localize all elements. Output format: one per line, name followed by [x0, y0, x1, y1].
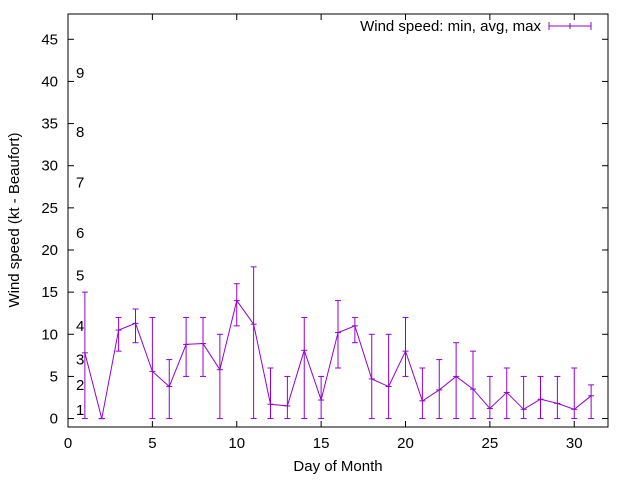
legend-label: Wind speed: min, avg, max: [360, 18, 541, 35]
x-tick-label: 10: [228, 435, 245, 452]
beaufort-label: 9: [76, 65, 84, 82]
plot-frame: [67, 13, 609, 428]
beaufort-label: 6: [76, 225, 84, 242]
x-tick-label: 25: [482, 435, 499, 452]
beaufort-scale-labels: 1 2 3 4 5 6 7 8 9: [76, 65, 84, 419]
axis-ticks: [67, 14, 608, 427]
x-tick-label: 5: [148, 435, 156, 452]
x-axis-label: Day of Month: [293, 458, 382, 475]
x-tick-label: 15: [313, 435, 330, 452]
y-tick-label: 15: [41, 284, 58, 301]
y-tick-label: 0: [50, 411, 58, 428]
y-tick-label: 30: [41, 158, 58, 175]
y-tick-label: 20: [41, 242, 58, 259]
y-tick-label: 45: [41, 31, 58, 48]
y-axis-label: Wind speed (kt - Beaufort): [6, 132, 23, 307]
x-tick-label: 0: [64, 435, 72, 452]
series-layer: [81, 266, 595, 420]
y-tick-label: 5: [50, 368, 58, 385]
legend: Wind speed: min, avg, max: [360, 18, 592, 35]
y-tick-label: 10: [41, 326, 58, 343]
beaufort-label: 5: [76, 267, 84, 284]
x-tick-label: 30: [566, 435, 583, 452]
beaufort-label: 3: [76, 352, 84, 369]
y-tick-label: 40: [41, 73, 58, 90]
y-tick-label: 35: [41, 116, 58, 133]
y-tick-label: 25: [41, 200, 58, 217]
beaufort-label: 1: [76, 402, 84, 419]
x-tick-label: 20: [397, 435, 414, 452]
beaufort-label: 8: [76, 124, 84, 141]
beaufort-label: 2: [76, 377, 84, 394]
beaufort-label: 4: [76, 318, 84, 335]
beaufort-label: 7: [76, 175, 84, 192]
